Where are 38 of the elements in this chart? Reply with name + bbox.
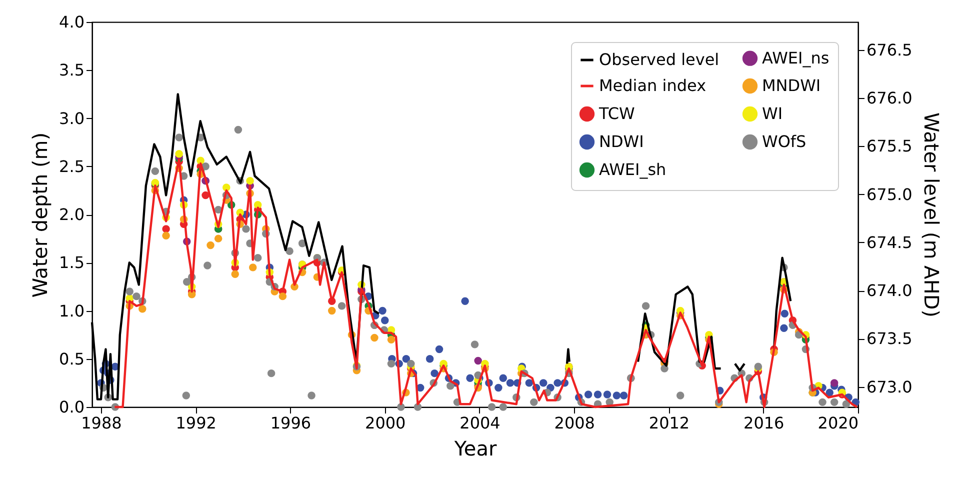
y2-tick-label: 673.0 (866, 377, 912, 396)
x-tick-label: 2000 (365, 414, 406, 432)
y-tick-label: 3.5 (59, 60, 84, 80)
legend-label: AWEI_ns (762, 48, 830, 68)
y2-tick-label: 675.0 (866, 184, 912, 204)
y-tick-label: 0.0 (59, 398, 84, 416)
y2-tick-label: 676.0 (866, 88, 912, 108)
y-tick-label: 2.0 (59, 205, 84, 224)
x-tick-label: 2020 (818, 414, 858, 432)
x-tick-label: 1996 (270, 414, 312, 432)
y-tick-label: 1.5 (59, 253, 84, 272)
y-axis-title: Water depth (m) (28, 132, 52, 298)
y-tick-label: 1.0 (59, 301, 84, 320)
legend-label: WOfS (762, 132, 806, 151)
legend-label: Observed level (599, 50, 720, 69)
y-tick-label: 4.0 (59, 12, 84, 32)
x-tick-label: 2004 (460, 414, 500, 432)
x-axis-title: Year (453, 436, 498, 460)
legend-label: WI (762, 104, 783, 123)
legend-label: NDWI (599, 132, 644, 151)
y2-tick-label: 675.5 (866, 136, 912, 156)
legend-label: TCW (598, 104, 636, 123)
legend-label: MNDWI (762, 76, 821, 95)
x-tick-label: 2008 (554, 414, 595, 432)
legend-label: AWEI_sh (599, 160, 666, 179)
y2-tick-label: 676.5 (866, 40, 912, 60)
y-tick-label: 3.0 (59, 108, 84, 128)
x-tick-label: 2012 (648, 414, 690, 432)
y2-tick-label: 673.5 (866, 329, 912, 348)
y-tick-label: 0.5 (59, 349, 84, 368)
legend-label: Median index (599, 76, 706, 95)
y2-axis-title: Water level (m AHD) (919, 112, 944, 318)
x-tick-label: 1988 (81, 414, 122, 432)
y2-tick-label: 674.5 (866, 232, 912, 252)
x-tick-label: 1992 (176, 414, 216, 432)
y2-tick-label: 674.0 (866, 281, 912, 300)
y-tick-label: 2.5 (59, 156, 84, 176)
x-tick-label: 2016 (744, 414, 784, 432)
